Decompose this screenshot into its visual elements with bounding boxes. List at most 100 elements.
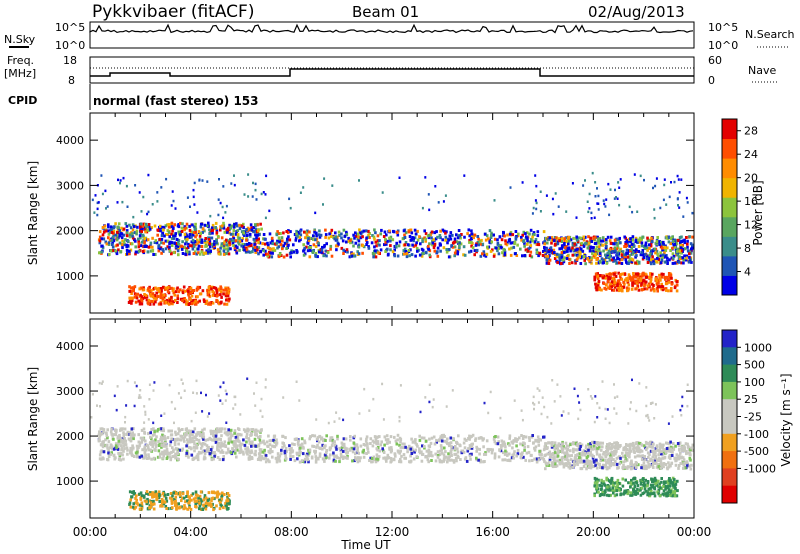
echo-cell [382,451,386,454]
echo-cell [258,438,262,442]
echo-cell [356,456,360,460]
echo-cell [333,443,337,447]
echo-cell [255,236,258,240]
echo-cell [160,237,164,241]
echo-cell [565,210,568,213]
echo-cell [206,249,210,253]
echo-cell [673,286,677,290]
echo-cell [159,302,163,306]
echo-cell [530,435,534,439]
echo-cell [141,233,145,237]
echo-cell [563,239,566,242]
echo-cell [286,231,290,235]
echo-cell [161,298,165,302]
echo-cell [278,459,282,463]
echo-cell [385,434,389,438]
echo-cell [219,429,223,433]
echo-cell [198,285,202,289]
echo-cell [477,243,480,247]
echo-cell [222,288,226,292]
echo-cell [607,452,610,456]
echo-cell [219,293,222,297]
echo-cell [533,448,537,452]
echo-cell [671,246,674,250]
echo-cell [204,302,208,305]
echo-cell [233,222,236,226]
echo-cell [386,239,389,243]
echo-cell [166,436,170,440]
echo-cell [669,249,672,252]
echo-cell [228,223,231,227]
echo-cell [120,226,123,230]
echo-cell [431,241,435,245]
echo-cell [116,447,120,451]
echo-cell [106,428,109,432]
echo-cell [621,289,624,293]
echo-cell [117,178,119,182]
echo-cell [271,450,274,454]
echo-cell [543,248,547,252]
echo-cell [627,273,631,277]
echo-cell [446,460,449,464]
echo-cell [567,257,571,261]
echo-cell [345,451,348,455]
echo-cell [227,437,231,441]
echo-cell [340,445,344,449]
echo-cell [233,431,237,435]
echo-cell [193,250,197,254]
echo-cell [506,453,509,457]
echo-cell [626,451,630,455]
echo-cell [264,249,267,253]
echo-cell [308,255,312,259]
echo-cell [412,236,415,240]
echo-cell [148,442,152,445]
echo-cell [395,241,398,245]
echo-cell [167,286,170,289]
echo-cell [356,250,359,254]
echo-cell [672,256,675,260]
echo-cell [619,272,623,276]
echo-cell [456,450,460,454]
echo-cell [402,252,406,256]
echo-cell [379,248,383,252]
echo-cell [154,445,158,449]
echo-cell [629,449,633,453]
echo-cell [663,254,667,258]
echo-cell [159,452,162,456]
echo-cell [470,232,474,236]
freq-strip: Freq. [MHz] 18 8 60 0 Nave [4,54,778,87]
echo-cell [603,286,606,290]
echo-cell [215,291,219,295]
echo-cell [376,440,380,444]
echo-cell [580,443,584,447]
echo-cell [351,450,355,454]
echo-cell [675,458,678,462]
echo-cell [240,224,244,228]
echo-cell [549,441,552,445]
echo-cell [516,234,520,238]
echo-cell [185,449,189,453]
echo-cell [377,455,381,459]
echo-cell [659,278,662,282]
echo-cell [299,233,303,237]
echo-cell [558,247,561,251]
echo-cell [271,242,274,246]
echo-cell [140,286,144,290]
echo-cell [383,230,387,234]
echo-cell [302,243,305,247]
echo-cell [406,243,410,247]
echo-cell [232,225,236,229]
echo-cell [513,439,517,442]
echo-cell [543,246,546,249]
echo-cell [436,250,439,254]
echo-cell [644,446,647,450]
echo-cell [359,456,362,460]
echo-cell [217,287,221,291]
echo-cell [606,448,609,452]
echo-cell [331,184,334,187]
echo-cell [121,200,124,204]
echo-cell [609,282,612,286]
echo-cell [445,250,449,254]
echo-cell [101,226,105,229]
echo-cell [530,255,534,259]
